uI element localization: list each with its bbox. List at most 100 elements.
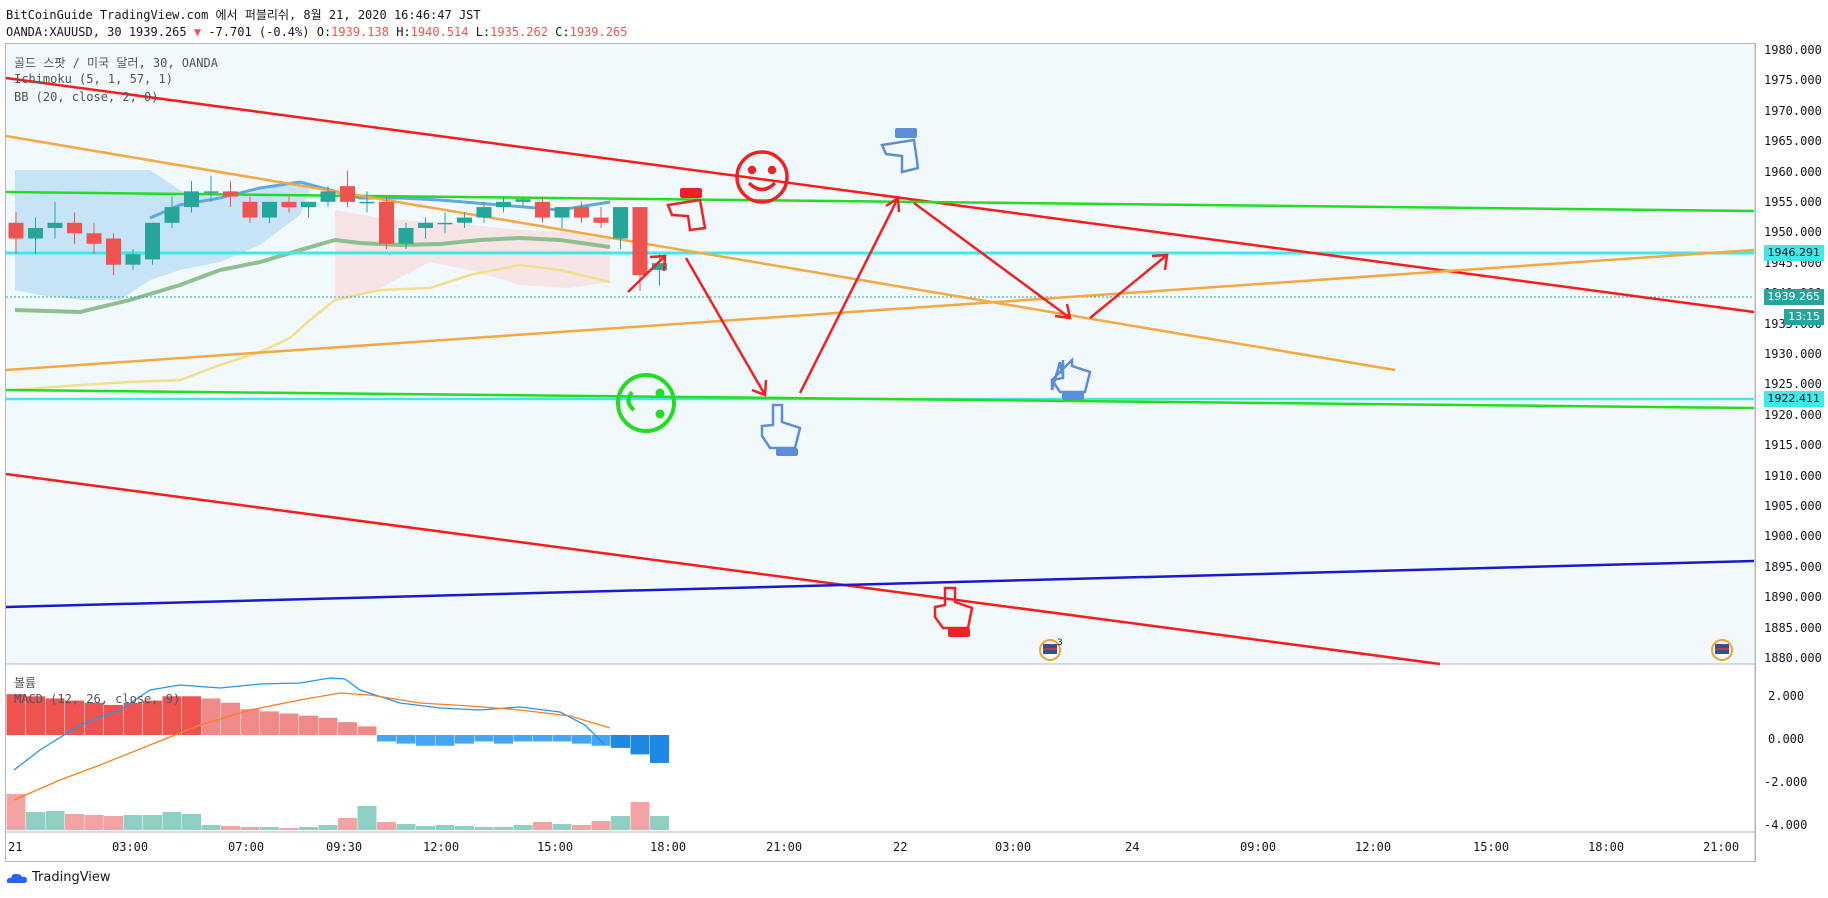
candle bbox=[301, 201, 316, 218]
candle bbox=[593, 207, 609, 229]
candle-body bbox=[574, 207, 589, 218]
candle bbox=[652, 254, 667, 286]
price-axis-tick: 1930.000 bbox=[1764, 347, 1822, 361]
volume-bar bbox=[377, 822, 396, 830]
macd-hist-bar bbox=[260, 711, 279, 735]
candle-body bbox=[242, 201, 258, 218]
candle-body bbox=[145, 222, 160, 260]
candle bbox=[632, 207, 648, 291]
candle bbox=[164, 196, 180, 229]
volume-bar bbox=[630, 802, 650, 830]
volume-bar bbox=[26, 812, 45, 830]
candle-body bbox=[418, 222, 433, 229]
economic-event-icon-2[interactable] bbox=[1711, 639, 1733, 661]
legend-title[interactable]: 골드 스팟 / 미국 달러, 30, OANDA bbox=[14, 56, 218, 70]
macd-hist-bar bbox=[650, 735, 669, 763]
main-pane-background bbox=[6, 44, 1754, 664]
candle-body bbox=[28, 228, 43, 239]
volume-bar bbox=[396, 824, 416, 830]
macd-hist-bar bbox=[533, 735, 552, 742]
macd-hist-bar bbox=[45, 698, 65, 735]
arrow-down-2 bbox=[913, 201, 1072, 320]
high-value: 1940.514 bbox=[410, 25, 469, 39]
macd-hist-bar bbox=[123, 702, 143, 735]
resistance-price-tag: 1946.291 bbox=[1763, 245, 1824, 261]
candle-body bbox=[496, 201, 511, 208]
candle bbox=[320, 186, 336, 208]
symbol-label[interactable]: OANDA:XAUUSD, 30 bbox=[6, 25, 122, 39]
candle bbox=[535, 196, 550, 223]
economic-event-icon[interactable] bbox=[1039, 639, 1061, 661]
time-axis-tick: 15:00 bbox=[1473, 840, 1510, 854]
macd-hist-bar bbox=[396, 735, 416, 744]
tradingview-logo-text: TradingView bbox=[32, 870, 111, 885]
legend-bollinger[interactable]: BB (20, close, 2, 0) bbox=[14, 90, 159, 104]
candle bbox=[496, 196, 511, 213]
time-axis-tick: 24 bbox=[1125, 840, 1140, 854]
volume-bar bbox=[338, 818, 357, 830]
legend-volume[interactable]: 볼륨 bbox=[14, 676, 37, 690]
arrow-up-3 bbox=[1089, 253, 1169, 319]
trendline-blue bbox=[5, 559, 1755, 609]
symbol-quote-bar: OANDA:XAUUSD, 30 1939.265 ▼ -7.701 (-0.4… bbox=[6, 25, 627, 39]
tradingview-logo[interactable]: TradingView bbox=[6, 870, 111, 885]
legend-ichimoku[interactable]: Ichimoku (5, 1, 57, 1) bbox=[14, 72, 173, 86]
last-price: 1939.265 bbox=[128, 25, 187, 39]
candle bbox=[184, 180, 199, 213]
volume-bar bbox=[357, 806, 377, 830]
price-axis-tick: 1965.000 bbox=[1764, 134, 1822, 149]
time-axis-tick: 22 bbox=[893, 840, 908, 854]
price-axis-tick: 1900.000 bbox=[1764, 529, 1822, 544]
candle bbox=[418, 217, 433, 239]
macd-axis-tick: -4.000 bbox=[1764, 818, 1808, 832]
macd-hist-bar bbox=[318, 717, 338, 735]
macd-hist-bar bbox=[201, 698, 221, 735]
volume-bar bbox=[201, 825, 221, 830]
hand-pointer-red-bottom-icon bbox=[933, 586, 974, 637]
volume-bar bbox=[435, 825, 455, 830]
time-axis-tick: 03:00 bbox=[112, 840, 149, 854]
volume-bar bbox=[299, 827, 318, 830]
macd-axis-tick: 0.000 bbox=[1768, 732, 1805, 746]
price-axis-tick: 1975.000 bbox=[1764, 73, 1822, 88]
bb-lower-line bbox=[14, 263, 611, 392]
volume-bar bbox=[84, 815, 104, 830]
price-axis-tick: 1925.000 bbox=[1764, 377, 1822, 392]
macd-histogram-series bbox=[6, 694, 669, 763]
price-axis-tick: 1960.000 bbox=[1764, 164, 1822, 179]
price-axis-tick: 1890.000 bbox=[1764, 590, 1822, 605]
time-axis-tick: 12:00 bbox=[1355, 840, 1392, 854]
volume-bar bbox=[572, 825, 591, 830]
macd-hist-bar bbox=[474, 735, 494, 742]
close-label: C: bbox=[555, 25, 570, 39]
price-axis-tick: 1980.000 bbox=[1764, 43, 1822, 57]
volume-bar bbox=[260, 827, 279, 830]
trendline-orange-falling bbox=[5, 134, 1396, 372]
macd-hist-bar bbox=[338, 722, 357, 735]
volume-bar bbox=[474, 827, 494, 830]
macd-hist-bar bbox=[182, 696, 201, 735]
legend-macd[interactable]: MACD (12, 26, close, 9) bbox=[14, 692, 181, 706]
volume-bar bbox=[104, 816, 123, 830]
low-value: 1935.262 bbox=[490, 25, 548, 39]
volume-bar bbox=[182, 814, 201, 830]
candle bbox=[106, 233, 121, 276]
candle-body bbox=[125, 254, 141, 265]
candle-body bbox=[8, 222, 24, 239]
price-axis-tick: 1880.000 bbox=[1764, 651, 1822, 665]
macd-hist-bar bbox=[162, 696, 182, 735]
volume-bar bbox=[533, 822, 552, 830]
macd-hist-bar bbox=[377, 735, 396, 742]
volume-bar bbox=[240, 827, 260, 830]
projection-arrows bbox=[627, 195, 1169, 397]
volume-bar bbox=[6, 794, 26, 830]
volume-bar bbox=[221, 826, 240, 830]
volume-bar bbox=[143, 815, 162, 830]
close-value: 1939.265 bbox=[569, 25, 628, 39]
macd-hist-bar bbox=[65, 700, 84, 735]
volume-bar bbox=[552, 824, 572, 830]
candle-body bbox=[476, 207, 492, 218]
macd-hist-bar bbox=[435, 735, 455, 746]
down-arrow-icon: ▼ bbox=[193, 25, 202, 39]
